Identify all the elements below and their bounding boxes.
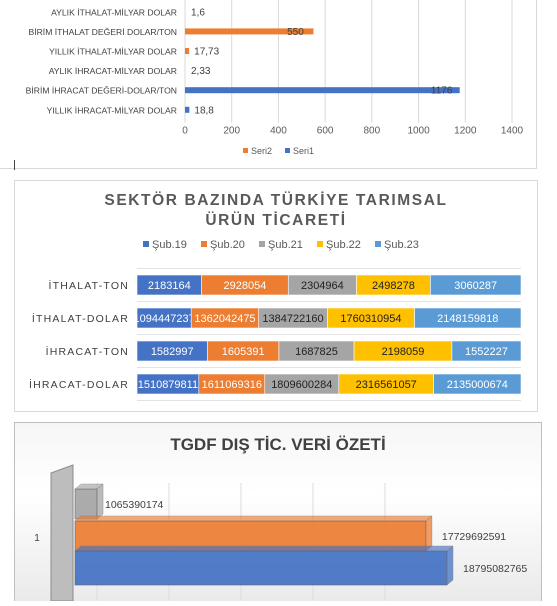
chart3-data-label: 17729692591 [442, 531, 506, 543]
chart1-canvas: 0 200 400 600 800 1000 1200 1400 YILLIK İHRACAT-… [26, 0, 524, 156]
chart2-data-label: 2316561057 [356, 379, 417, 391]
chart1-category-label: YILLIK İHRACAT-MİLYAR DOLAR [47, 105, 177, 115]
chart2-title-line2: ÜRÜN TİCARETİ [205, 212, 346, 229]
chart2-data-label: 1605391 [222, 346, 265, 358]
chart2-legend-swatch [143, 241, 149, 247]
chart2-data-label: 2198059 [382, 346, 425, 358]
chart2-category-label: İHRACAT-TON [46, 345, 129, 358]
chart3-data-label: 1065390174 [105, 499, 164, 511]
chart1-data-label: 550 [287, 27, 304, 38]
chart3-category-label: 1 [34, 533, 40, 544]
chart3-bar-top [74, 515, 433, 522]
chart-tgdf-trade-summary: TGDF DIŞ TİC. VERİ ÖZETİ 1 1065390174 1772… [14, 422, 542, 602]
chart1-category-label: AYLIK İHRACAT-MİLYAR DOLAR [49, 66, 177, 76]
chart2-legend-label: Şub.20 [210, 239, 245, 251]
chart2-category-label: İTHALAT-TON [49, 279, 130, 292]
chart1-x-tick-label: 1200 [454, 126, 477, 137]
chart2-category-label: İHRACAT-DOLAR [29, 378, 129, 391]
chart2-data-label: 1809600284 [271, 379, 332, 391]
chart3-bar [74, 550, 448, 586]
chart1-legend-swatch [243, 148, 248, 153]
chart1-x-tick-label: 600 [317, 126, 334, 137]
chart2-bar-segment [433, 373, 522, 395]
chart1-data-label: 1,6 [191, 7, 205, 18]
chart2-data-label: 1582997 [151, 346, 194, 358]
chart1-data-label: 18,8 [194, 105, 214, 116]
chart1-x-tick-label: 800 [364, 126, 381, 137]
chart1-x-tick-label: 0 [182, 126, 188, 137]
chart1-legend-swatch [285, 148, 290, 153]
chart2-data-label: 2183164 [148, 280, 191, 292]
chart2-bar-segment [430, 274, 522, 296]
chart2-legend-label: Şub.22 [326, 239, 361, 251]
chart2-legend-label: Şub.21 [268, 239, 303, 251]
chart1-data-label: 2,33 [191, 66, 211, 77]
chart1-x-tick-label: 200 [223, 126, 240, 137]
chart1-bar [185, 87, 460, 94]
chart2-legend-swatch [259, 241, 265, 247]
chart2-data-label: 1760310954 [340, 313, 401, 325]
chart3-title: TGDF DIŞ TİC. VERİ ÖZETİ [170, 435, 385, 454]
chart2-data-label: 1687825 [295, 346, 338, 358]
chart1-x-tick-label: 400 [270, 126, 287, 137]
chart2-data-label: 1362042475 [194, 313, 255, 325]
chart2-data-label: 2928054 [224, 280, 267, 292]
chart2-data-label: 2498278 [372, 280, 415, 292]
chart3-bar-side [96, 483, 104, 520]
chart1-x-tick-label: 1000 [407, 126, 430, 137]
chart2-canvas: SEKTÖR BAZINDA TÜRKİYE TARIMSAL ÜRÜN TİC… [29, 192, 522, 401]
chart3-depth-face [50, 464, 74, 602]
chart1-bar [185, 28, 314, 35]
chart1-bar [185, 48, 190, 54]
chart-sector-agricultural-trade: SEKTÖR BAZINDA TÜRKİYE TARIMSAL ÜRÜN TİC… [14, 180, 538, 412]
chart3-data-label: 18795082765 [463, 563, 527, 575]
chart2-data-label: 1384722160 [262, 313, 323, 325]
chart2-category-label: İTHALAT-DOLAR [32, 312, 129, 325]
chart1-data-label: 1176 [431, 86, 453, 97]
chart2-legend-label: Şub.23 [384, 239, 419, 251]
chart2-data-label: 3060287 [454, 280, 497, 292]
chart2-legend-label: Şub.19 [152, 239, 187, 251]
chart2-data-label: 2304964 [301, 280, 344, 292]
chart2-title-line1: SEKTÖR BAZINDA TÜRKİYE TARIMSAL [104, 192, 447, 209]
chart1-legend-label: Seri1 [293, 146, 314, 156]
chart3-bar-top [74, 545, 454, 552]
chart3-canvas: TGDF DIŞ TİC. VERİ ÖZETİ 1 1065390174 1772… [34, 435, 527, 602]
chart2-data-label: 2135000674 [447, 379, 508, 391]
chart1-legend-label: Seri2 [251, 146, 272, 156]
chart2-data-label: 1510879811 [138, 379, 198, 391]
chart1-data-label: 17,73 [194, 47, 219, 58]
chart1-bar [185, 106, 190, 113]
chart1-x-tick-label: 1400 [501, 126, 524, 137]
chart3-bar-side [446, 545, 454, 586]
chart2-legend-swatch [375, 241, 381, 247]
chart-annual-trade-summary: 0 200 400 600 800 1000 1200 1400 YILLIK İHRACAT-… [0, 0, 537, 169]
chart2-data-label: 1094447237 [134, 313, 195, 325]
chart1-category-label: BİRİM İTHALAT DEĞERİ DOLAR/TON [28, 27, 177, 37]
chart1-category-label: BİRİM İHRACAT DEĞERİ-DOLAR/TON [26, 86, 177, 96]
chart2-data-label: 1611069316 [202, 379, 262, 391]
chart2-legend-swatch [317, 241, 323, 247]
chart2-data-label: 1552227 [465, 346, 508, 358]
chart3-bar [74, 488, 98, 520]
chart2-legend-swatch [201, 241, 207, 247]
chart2-data-label: 2148159818 [437, 313, 498, 325]
text-cursor-mark [14, 160, 15, 170]
chart1-category-label: YILLIK İTHALAT-MİLYAR DOLAR [49, 47, 177, 57]
chart2-bar-segment [451, 340, 522, 362]
chart1-category-label: AYLIK İTHALAT-MİLYAR DOLAR [51, 7, 177, 17]
chart2-bar-segment [414, 307, 522, 329]
